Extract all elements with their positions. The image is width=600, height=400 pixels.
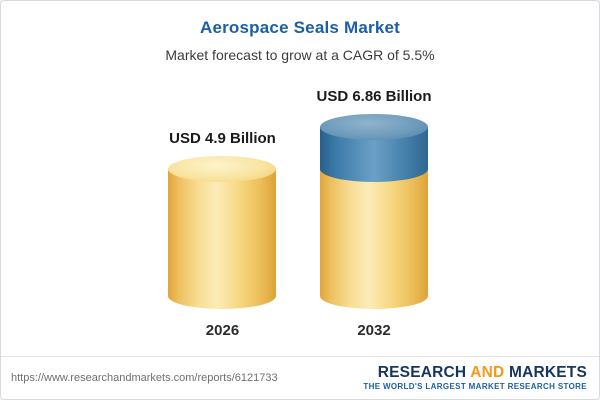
cylinder-bar-chart: USD 4.9 Billion 2026 USD 6.86 Billion 20… [1, 88, 599, 340]
value-label-2026: USD 4.9 Billion [169, 130, 276, 148]
header: Aerospace Seals Market Market forecast t… [1, 1, 599, 63]
segment-2032-base [320, 169, 428, 309]
bar-group-2026: USD 4.9 Billion 2026 [168, 130, 277, 339]
cylinder-2032-top-ellipse [320, 113, 428, 140]
report-url-link[interactable]: https://www.researchandmarkets.com/repor… [11, 372, 278, 384]
brand-logo: RESEARCH AND MARKETS THE WORLD'S LARGEST… [363, 364, 587, 392]
brand-tagline: THE WORLD'S LARGEST MARKET RESEARCH STOR… [363, 382, 587, 392]
cylinder-2026 [168, 156, 277, 309]
brand-word-markets: MARKETS [508, 364, 587, 382]
category-label-2032: 2032 [357, 322, 391, 339]
brand-name: RESEARCH AND MARKETS [363, 364, 587, 381]
cylinder-2026-top-ellipse [168, 156, 277, 183]
cylinder-2032 [320, 113, 428, 309]
bar-group-2032: USD 6.86 Billion 2032 [316, 88, 431, 340]
brand-word-research: RESEARCH [377, 364, 467, 382]
chart-subtitle: Market forecast to grow at a CAGR of 5.5… [165, 47, 435, 63]
brand-word-and: AND [470, 364, 505, 382]
category-label-2026: 2026 [205, 322, 240, 339]
footer: https://www.researchandmarkets.com/repor… [1, 356, 599, 399]
segment-2032-growth [320, 113, 428, 183]
value-label-2032: USD 6.86 Billion [316, 87, 432, 105]
chart-title: Aerospace Seals Market [199, 18, 400, 37]
